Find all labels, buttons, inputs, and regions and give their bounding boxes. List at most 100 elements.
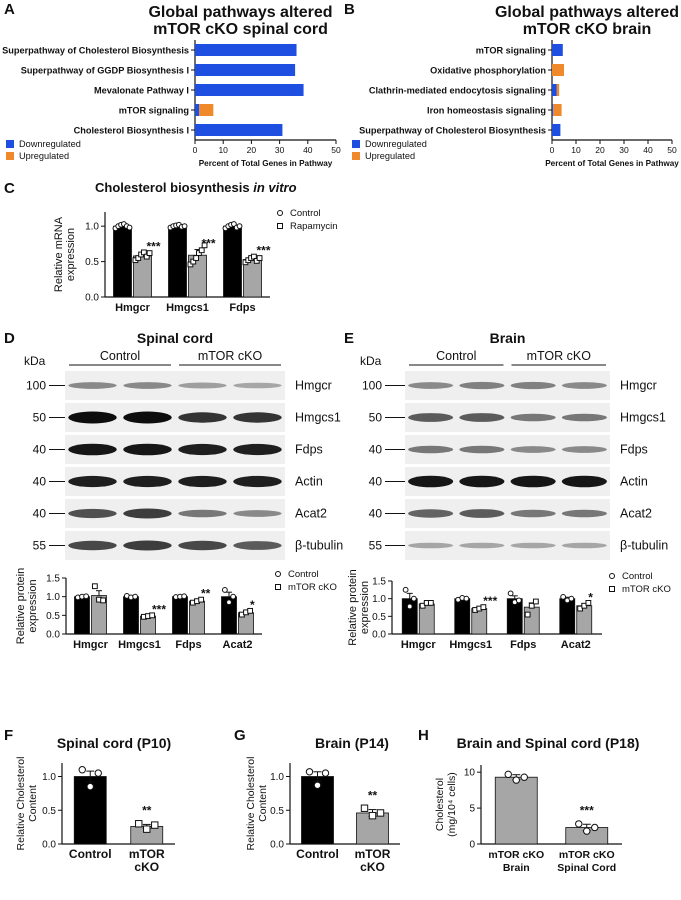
data-point [524,611,531,618]
title-italic: in vitro [253,180,296,195]
y-tick-label: 0.5 [46,611,60,622]
chart-subtitle: mTOR cKO spinal cord [153,21,328,38]
significance-marker: ** [368,789,378,803]
x-tick-label: 10 [571,145,581,155]
category-label: Acat2 [223,639,253,651]
group-label: mTOR cKO [198,349,263,363]
kda-marker: 100 [362,379,382,393]
kda-label: kDa [360,354,382,368]
data-point [528,602,535,609]
category-label: Acat2 [561,639,591,651]
legend-swatch [352,140,360,148]
category-label: Fdps [510,639,536,651]
protein-label: Acat2 [295,507,327,521]
data-point [181,223,188,230]
blot-band [408,542,454,549]
category-label: Superpathway of Cholesterol Biosynthesis [2,46,189,56]
chart-title: Brain (P14) [315,735,389,751]
significance-marker: ** [142,803,152,817]
category-label: cKO [360,860,385,874]
bar-downregulated [195,124,283,136]
data-point [226,599,232,606]
category-label: Hmgcr [401,639,437,651]
data-point [91,583,98,590]
y-tick-label: 5 [469,804,475,815]
y-axis-label: Relative protein [347,569,359,645]
category-label: cKO [134,860,159,874]
data-point [83,593,90,600]
kda-label: kDa [24,354,46,368]
group-label: Control [436,349,476,363]
blot-band [178,443,227,456]
panel-letter: D [4,330,15,347]
data-point [583,827,591,835]
legend-label: Control [290,208,321,219]
protein-label: Fdps [620,443,648,457]
protein-label: β-tubulin [295,539,343,553]
data-point [305,768,314,776]
bar-downregulated [552,44,563,56]
bar-chart-D: 0.0 0.5 1.0 1.5 Hmgcr *** Hmgcs1 ** Fdps * Acat2 Re… [15,568,337,651]
category-label: Hmgcr [115,302,151,314]
legend-label: Upregulated [19,151,69,161]
bar-upregulated [553,104,562,116]
legend-label: Rapamycin [290,221,338,232]
data-point [321,769,330,777]
significance-marker: *** [483,594,497,608]
chart-title: Cholesterol biosynthesis in vitro [95,180,297,195]
blot-band [561,382,607,389]
y-tick-label: 0.5 [42,806,56,817]
category-label: Fdps [175,639,201,651]
protein-label: Hmgcr [295,379,332,393]
y-tick-label: 1.5 [372,577,386,588]
y-tick-label: 1.0 [42,772,56,783]
category-label: Hmgcs1 [166,302,209,314]
data-point [376,809,385,817]
category-label: mTOR signaling [119,106,189,116]
bar-control [223,225,242,298]
protein-label: β-tubulin [620,539,668,553]
category-label: Brain [503,862,530,874]
kda-marker: 100 [26,379,46,393]
blot-band [561,413,607,422]
bar-chart-E: 0.0 0.5 1.0 1.5 Hmgcr *** Hmgcs1 Fdps * Acat2 Rela… [347,569,671,651]
y-tick-label: 1.0 [372,594,386,605]
data-point [149,612,156,619]
blot-band [123,508,172,519]
significance-marker: * [250,598,255,612]
x-tick-label: 40 [303,145,313,155]
category-label: mTOR [129,847,165,861]
bar-control [168,225,187,298]
bar-control [113,225,132,298]
bar-treated [523,606,540,635]
data-point [100,597,107,604]
blot-band [561,509,607,518]
bar-downregulated [195,64,296,76]
blot-band [68,475,117,488]
panel-letter: A [4,1,15,18]
group-label: mTOR cKO [527,349,592,363]
y-axis-label-line2: Content [27,785,39,822]
chart-title: Brain and Spinal cord (P18) [457,735,640,751]
data-point [277,210,283,216]
significance-marker: * [588,591,593,605]
data-point [512,776,520,784]
blot-band [233,510,282,517]
blot-band [408,413,454,422]
data-point [504,770,512,779]
kda-marker: 40 [369,475,383,489]
kda-marker: 50 [369,411,383,425]
kda-marker: 50 [33,411,47,425]
data-point [515,597,522,604]
x-tick-label: 50 [331,145,341,155]
chart-title: Spinal cord (P10) [57,735,171,751]
kda-marker: 40 [369,443,383,457]
category-label: mTOR [355,847,391,861]
y-tick-label: 0.0 [46,630,60,641]
y-tick-label: 0.0 [372,630,386,641]
kda-marker: 40 [33,443,47,457]
data-point [181,593,188,600]
blot-band [408,509,454,518]
x-axis-label: Percent of Total Genes in Pathway [199,159,333,168]
